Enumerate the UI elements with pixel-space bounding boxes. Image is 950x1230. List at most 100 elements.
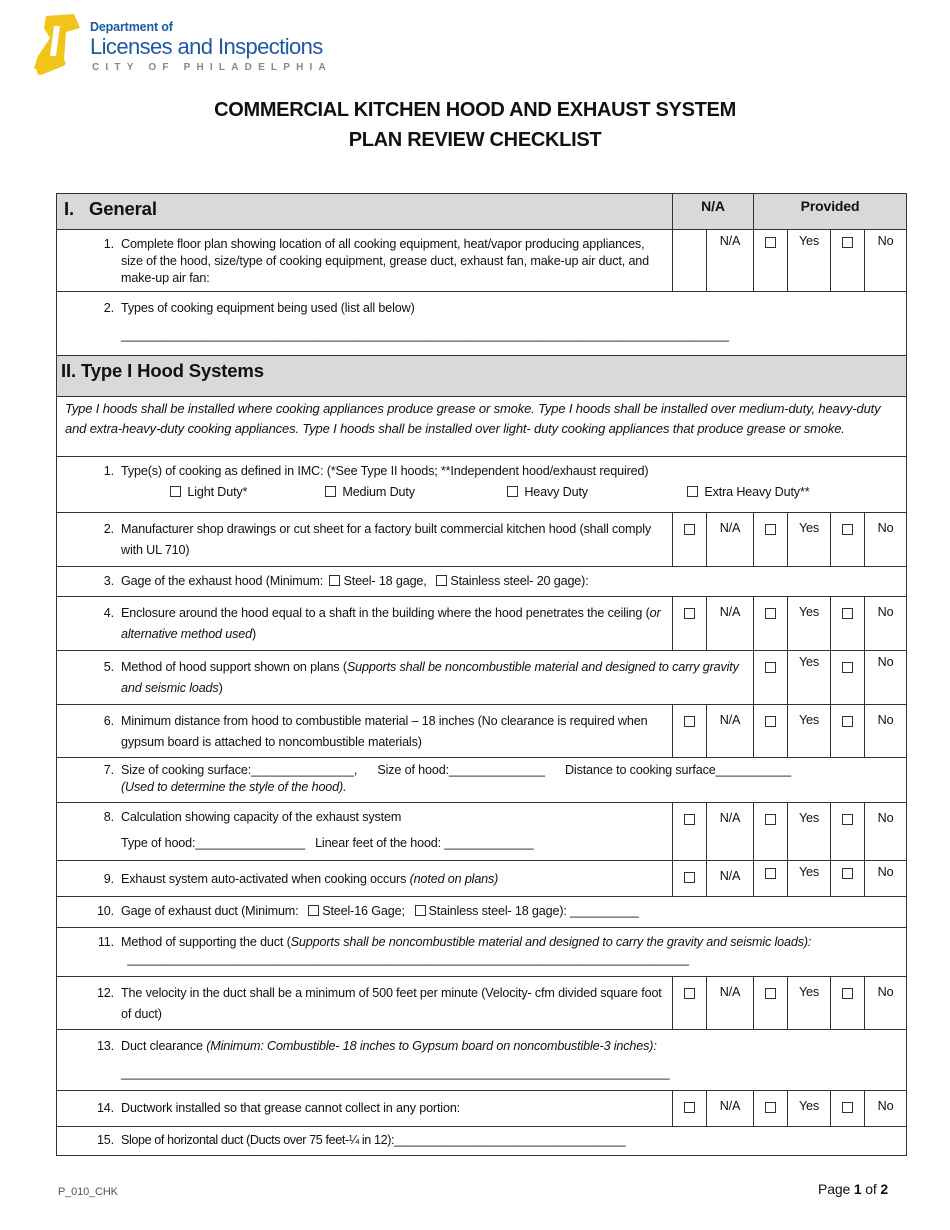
table-cell xyxy=(672,512,707,567)
table-cell xyxy=(672,860,707,897)
cell-text: 1. xyxy=(103,464,114,478)
table-cell: No xyxy=(864,596,908,651)
stainless-18-gage-checkbox[interactable] xyxy=(414,905,426,916)
table-cell xyxy=(672,704,707,758)
yes-checkbox[interactable] xyxy=(765,988,777,999)
table-cell: 7. Size of cooking surface:______________… xyxy=(55,757,908,803)
yes-checkbox[interactable] xyxy=(765,608,777,619)
table-cell: 8. Calculation showing capacity of the ex… xyxy=(56,802,673,861)
yes-checkbox[interactable] xyxy=(765,1102,777,1113)
na-checkbox[interactable] xyxy=(684,814,695,825)
na-checkbox[interactable] xyxy=(684,716,695,727)
yes-checkbox[interactable] xyxy=(765,814,777,825)
yes-checkbox[interactable] xyxy=(765,524,777,535)
table-cell xyxy=(830,704,866,758)
yes-checkbox[interactable] xyxy=(765,237,777,248)
table-row: 6. Minimum distance from hood to combusti… xyxy=(56,704,908,758)
cell-text: Slope of horizontal duct (Ducts over 75 … xyxy=(121,1133,626,1147)
column-header-provided: Provided xyxy=(753,193,908,230)
table-cell xyxy=(830,1090,866,1127)
form-code: P_010_CHK xyxy=(58,1186,118,1198)
no-checkbox[interactable] xyxy=(842,868,854,879)
no-checkbox[interactable] xyxy=(842,1102,854,1113)
table-cell: N/A xyxy=(705,860,755,897)
no-checkbox[interactable] xyxy=(842,524,854,535)
no-checkbox[interactable] xyxy=(842,716,854,727)
table-cell: N/A xyxy=(705,704,755,758)
table-cell: 10. Gage of exhaust duct (Minimum: Steel-… xyxy=(55,896,908,928)
steel-16-gage-checkbox[interactable] xyxy=(308,905,320,916)
cell-text: 9. xyxy=(103,872,114,886)
cell-text: 12. xyxy=(96,986,114,1000)
table-cell xyxy=(672,596,707,651)
cell-text: 2. xyxy=(103,522,114,536)
medium-duty-checkbox[interactable] xyxy=(325,486,336,497)
table-cell: Yes xyxy=(787,704,832,758)
table-cell: 5. Method of hood support shown on plans … xyxy=(55,650,755,705)
cell-text: 6. xyxy=(103,714,114,728)
na-checkbox[interactable] xyxy=(684,1102,695,1113)
table-cell: No xyxy=(864,860,908,897)
table-row: 10. Gage of exhaust duct (Minimum: Steel-… xyxy=(55,896,908,928)
table-cell xyxy=(672,976,707,1030)
na-checkbox[interactable] xyxy=(684,872,695,883)
logo-line-3: CITY OF PHILADELPHIA xyxy=(92,62,332,73)
no-checkbox[interactable] xyxy=(842,814,854,825)
table-cell xyxy=(753,596,789,651)
na-checkbox[interactable] xyxy=(684,524,695,535)
no-checkbox[interactable] xyxy=(842,608,854,619)
steel-18-gage-checkbox[interactable] xyxy=(329,575,341,586)
cell-text: 11. xyxy=(97,935,114,949)
table-cell xyxy=(753,229,789,292)
cell-text: Minimum distance from hood to combustibl… xyxy=(121,714,648,749)
light-duty-checkbox[interactable] xyxy=(170,486,181,497)
table-cell: 11. Method of supporting the duct (Suppor… xyxy=(55,927,908,977)
table-cell: 15. Slope of horizontal duct (Ducts over … xyxy=(55,1126,908,1156)
cell-text: 15. xyxy=(96,1133,114,1147)
extra-heavy-duty-checkbox[interactable] xyxy=(687,486,698,497)
department-logo: Department of Licenses and Inspections C… xyxy=(30,12,370,80)
cell-text: General xyxy=(88,198,157,219)
yes-checkbox[interactable] xyxy=(765,662,777,673)
yes-checkbox[interactable] xyxy=(765,868,777,879)
cell-text: 2 xyxy=(880,1181,889,1197)
table-cell: Yes xyxy=(787,802,832,861)
table-cell: No xyxy=(864,512,908,567)
document-title-line-2: PLAN REVIEW CHECKLIST xyxy=(348,129,602,151)
table-row: 11. Method of supporting the duct (Suppor… xyxy=(55,927,908,977)
cell-text: Gage of the exhaust hood (Minimum: xyxy=(121,574,324,588)
table-cell: 13. Duct clearance (Minimum: Combustible-… xyxy=(55,1029,908,1091)
table-cell: Yes xyxy=(787,1090,832,1127)
table-cell: Yes xyxy=(787,512,832,567)
cell-text: 1. xyxy=(103,237,114,251)
table-cell: Yes xyxy=(787,860,832,897)
no-checkbox[interactable] xyxy=(842,237,854,248)
table-cell: 6. Minimum distance from hood to combusti… xyxy=(56,704,673,758)
answer-blank[interactable]: ________________________________________… xyxy=(121,1066,670,1080)
yes-checkbox[interactable] xyxy=(765,716,777,727)
no-checkbox[interactable] xyxy=(842,662,854,673)
table-cell xyxy=(753,976,789,1030)
heavy-duty-checkbox[interactable] xyxy=(507,486,518,497)
table-cell xyxy=(753,650,789,705)
table-cell: 3. Gage of the exhaust hood (Minimum: Ste… xyxy=(55,566,908,597)
stainless-20-gage-checkbox[interactable] xyxy=(436,575,448,586)
table-cell: No xyxy=(864,802,908,861)
table-row: 2. Manufacturer shop drawings or cut shee… xyxy=(56,512,908,567)
cell-text: 1 xyxy=(853,1181,862,1197)
page-number: Page 1 of 2 xyxy=(818,1181,888,1197)
no-checkbox[interactable] xyxy=(842,988,854,999)
cell-text: Extra Heavy Duty** xyxy=(704,485,810,499)
cell-text: Type of hood:________________ Linear fee… xyxy=(121,836,534,850)
cell-text: (Minimum: Combustible- 18 inches to Gyps… xyxy=(206,1039,657,1053)
cell-text: 2. xyxy=(103,301,114,315)
na-checkbox[interactable] xyxy=(684,988,695,999)
cell-text: The velocity in the duct shall be a mini… xyxy=(121,986,662,1021)
cell-text: Calculation showing capacity of the exha… xyxy=(121,810,402,824)
na-checkbox[interactable] xyxy=(684,608,695,619)
table-cell xyxy=(830,650,866,705)
answer-blank[interactable]: ________________________________________… xyxy=(121,328,729,342)
cell-text: Supports shall be noncombustible materia… xyxy=(290,935,812,949)
table-cell: 2. Manufacturer shop drawings or cut shee… xyxy=(56,512,673,567)
table-cell: No xyxy=(864,229,908,292)
